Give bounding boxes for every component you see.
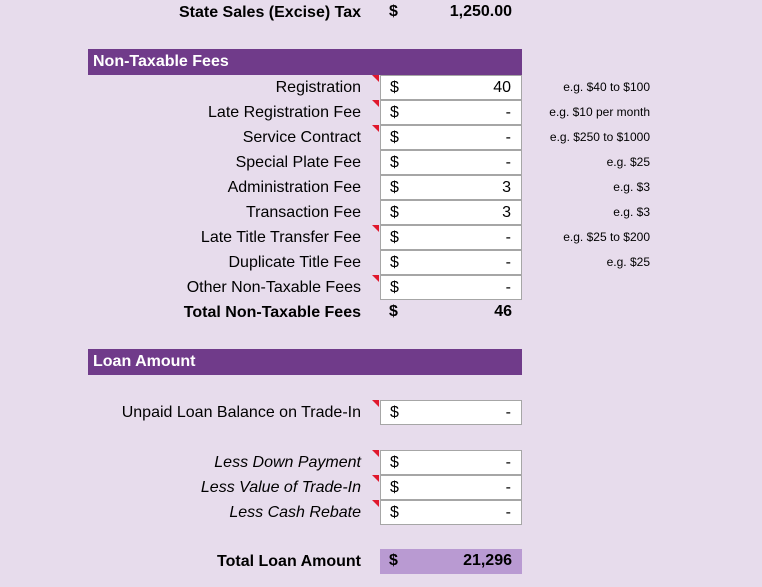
transaction-fee-row-value: 3 xyxy=(502,204,511,221)
currency-symbol: $ xyxy=(389,552,398,569)
duplicate-title-fee-row: Duplicate Title Fee $ - e.g. $25 xyxy=(0,250,762,275)
registration-row-label: Registration xyxy=(275,79,361,96)
comment-indicator[interactable] xyxy=(372,275,379,282)
unpaid-loan-value: - xyxy=(505,404,511,421)
comment-indicator[interactable] xyxy=(372,450,379,457)
currency-symbol: $ xyxy=(390,504,399,521)
administration-fee-row-value: 3 xyxy=(502,179,511,196)
less-value-of-trade-in-row-value: - xyxy=(505,479,511,496)
currency-symbol: $ xyxy=(390,104,399,121)
currency-symbol: $ xyxy=(390,154,399,171)
special-plate-fee-row-value: - xyxy=(505,154,511,171)
comment-indicator[interactable] xyxy=(372,225,379,232)
currency-symbol: $ xyxy=(390,254,399,271)
late-registration-fee-row-input[interactable]: $ - xyxy=(380,100,522,125)
less-down-payment-row: Less Down Payment $ - xyxy=(0,450,762,475)
other-non-taxable-fees-row: Other Non-Taxable Fees $ - xyxy=(0,275,762,300)
less-cash-rebate-row-input[interactable]: $ - xyxy=(380,500,522,525)
special-plate-fee-row: Special Plate Fee $ - e.g. $25 xyxy=(0,150,762,175)
service-contract-row-label: Service Contract xyxy=(242,129,361,146)
sales-tax-label: State Sales (Excise) Tax xyxy=(178,4,361,21)
registration-row: Registration $40 e.g. $40 to $100 xyxy=(0,75,762,100)
loan-amount-header: Loan Amount xyxy=(88,349,522,375)
service-contract-row-value: - xyxy=(505,129,511,146)
less-cash-rebate-row-value: - xyxy=(505,504,511,521)
total-loan-cell[interactable]: $ 21,296 xyxy=(380,549,522,574)
other-non-taxable-fees-row-value: - xyxy=(505,279,511,296)
non-taxable-fees-header: Non-Taxable Fees xyxy=(88,49,522,75)
transaction-fee-row-label: Transaction Fee xyxy=(245,204,361,221)
special-plate-fee-row-label: Special Plate Fee xyxy=(235,154,361,171)
registration-row-value: 40 xyxy=(493,79,511,96)
late-title-transfer-fee-row-label: Late Title Transfer Fee xyxy=(200,229,361,246)
comment-indicator[interactable] xyxy=(372,75,379,82)
late-registration-fee-row-value: - xyxy=(505,104,511,121)
total-non-taxable-row: Total Non-Taxable Fees $ 46 xyxy=(0,300,762,325)
administration-fee-row-example-note: e.g. $3 xyxy=(613,180,650,194)
currency-symbol: $ xyxy=(390,179,399,196)
late-registration-fee-row-label: Late Registration Fee xyxy=(208,104,361,121)
currency-symbol: $ xyxy=(390,129,399,146)
special-plate-fee-row-input[interactable]: $ - xyxy=(380,150,522,175)
service-contract-row-example-note: e.g. $250 to $1000 xyxy=(549,130,650,144)
late-title-transfer-fee-row-value: - xyxy=(505,229,511,246)
service-contract-row: Service Contract $ - e.g. $250 to $1000 xyxy=(0,125,762,150)
duplicate-title-fee-row-value: - xyxy=(505,254,511,271)
registration-row-example-note: e.g. $40 to $100 xyxy=(563,80,650,94)
sales-tax-value: 1,250.00 xyxy=(449,3,512,20)
less-down-payment-row-input[interactable]: $ - xyxy=(380,450,522,475)
currency-symbol: $ xyxy=(390,479,399,496)
comment-indicator[interactable] xyxy=(372,400,379,407)
total-non-taxable-cell[interactable]: $ 46 xyxy=(380,300,522,325)
currency-symbol: $ xyxy=(390,279,399,296)
transaction-fee-row-example-note: e.g. $3 xyxy=(613,205,650,219)
service-contract-row-input[interactable]: $ - xyxy=(380,125,522,150)
other-non-taxable-fees-row-label: Other Non-Taxable Fees xyxy=(186,279,361,296)
special-plate-fee-row-example-note: e.g. $25 xyxy=(606,155,650,169)
total-loan-row: Total Loan Amount $ 21,296 xyxy=(0,549,762,574)
less-cash-rebate-row-label: Less Cash Rebate xyxy=(229,504,361,521)
total-loan-value: 21,296 xyxy=(463,552,512,569)
unpaid-loan-input[interactable]: $ - xyxy=(380,400,522,425)
currency-symbol: $ xyxy=(389,303,398,320)
late-title-transfer-fee-row-example-note: e.g. $25 to $200 xyxy=(563,230,650,244)
comment-indicator[interactable] xyxy=(372,475,379,482)
less-down-payment-row-label: Less Down Payment xyxy=(214,454,361,471)
total-non-taxable-value: 46 xyxy=(494,303,512,320)
less-value-of-trade-in-row-input[interactable]: $ - xyxy=(380,475,522,500)
currency-symbol: $ xyxy=(390,204,399,221)
transaction-fee-row-input[interactable]: $3 xyxy=(380,200,522,225)
administration-fee-row-label: Administration Fee xyxy=(227,179,361,196)
unpaid-loan-label: Unpaid Loan Balance on Trade-In xyxy=(121,404,361,421)
less-value-of-trade-in-row: Less Value of Trade-In $ - xyxy=(0,475,762,500)
comment-indicator[interactable] xyxy=(372,500,379,507)
late-title-transfer-fee-row-input[interactable]: $ - xyxy=(380,225,522,250)
total-loan-label: Total Loan Amount xyxy=(217,553,361,570)
unpaid-loan-row: Unpaid Loan Balance on Trade-In $ - xyxy=(0,400,762,425)
administration-fee-row-input[interactable]: $3 xyxy=(380,175,522,200)
currency-symbol: $ xyxy=(390,404,399,421)
administration-fee-row: Administration Fee $3 e.g. $3 xyxy=(0,175,762,200)
total-non-taxable-label: Total Non-Taxable Fees xyxy=(183,304,361,321)
comment-indicator[interactable] xyxy=(372,100,379,107)
sales-tax-cell[interactable]: $ 1,250.00 xyxy=(380,0,522,25)
duplicate-title-fee-row-example-note: e.g. $25 xyxy=(606,255,650,269)
comment-indicator[interactable] xyxy=(372,125,379,132)
less-down-payment-row-value: - xyxy=(505,454,511,471)
less-value-of-trade-in-row-label: Less Value of Trade-In xyxy=(200,479,361,496)
currency-symbol: $ xyxy=(390,454,399,471)
sales-tax-row: State Sales (Excise) Tax $ 1,250.00 xyxy=(0,0,762,25)
currency-symbol: $ xyxy=(390,229,399,246)
late-title-transfer-fee-row: Late Title Transfer Fee $ - e.g. $25 to $20… xyxy=(0,225,762,250)
duplicate-title-fee-row-input[interactable]: $ - xyxy=(380,250,522,275)
currency-symbol: $ xyxy=(390,79,399,96)
other-non-taxable-fees-row-input[interactable]: $ - xyxy=(380,275,522,300)
less-cash-rebate-row: Less Cash Rebate $ - xyxy=(0,500,762,525)
late-registration-fee-row-example-note: e.g. $10 per month xyxy=(549,105,650,119)
duplicate-title-fee-row-label: Duplicate Title Fee xyxy=(228,254,361,271)
currency-symbol: $ xyxy=(389,3,398,20)
transaction-fee-row: Transaction Fee $3 e.g. $3 xyxy=(0,200,762,225)
registration-row-input[interactable]: $40 xyxy=(380,75,522,100)
late-registration-fee-row: Late Registration Fee $ - e.g. $10 per mont… xyxy=(0,100,762,125)
